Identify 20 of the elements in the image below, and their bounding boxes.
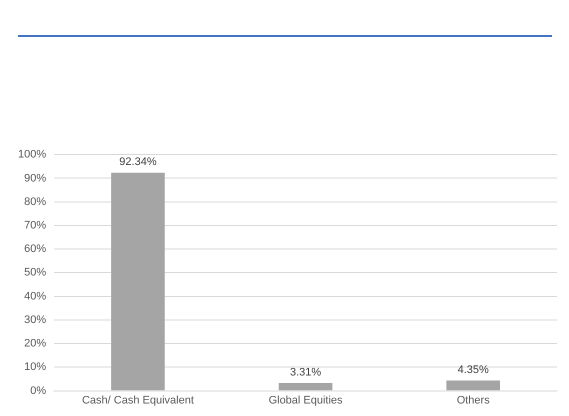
y-tick-label: 30% [24,314,46,326]
y-tick-label: 60% [24,243,46,256]
y-tick-label: 70% [24,219,46,232]
x-tick-label: Global Equities [268,394,344,406]
y-tick-label: 20% [24,338,46,350]
bar [446,380,500,390]
bar [278,382,332,390]
y-tick-label: 100% [18,148,46,161]
data-label: 3.31% [290,366,322,379]
data-label: 92.34% [119,156,157,168]
y-tick-label: 40% [24,290,46,302]
y-tick-label: 50% [24,266,46,279]
y-tick-label: 0% [30,384,46,397]
y-tick-label: 10% [24,361,46,374]
y-tick-label: 90% [24,172,46,184]
x-tick-label: Others [456,394,490,406]
bar [111,172,165,390]
y-tick-label: 80% [24,196,46,208]
x-tick-label: Cash/ Cash Equivalent [82,394,194,406]
data-label: 4.35% [458,364,489,376]
